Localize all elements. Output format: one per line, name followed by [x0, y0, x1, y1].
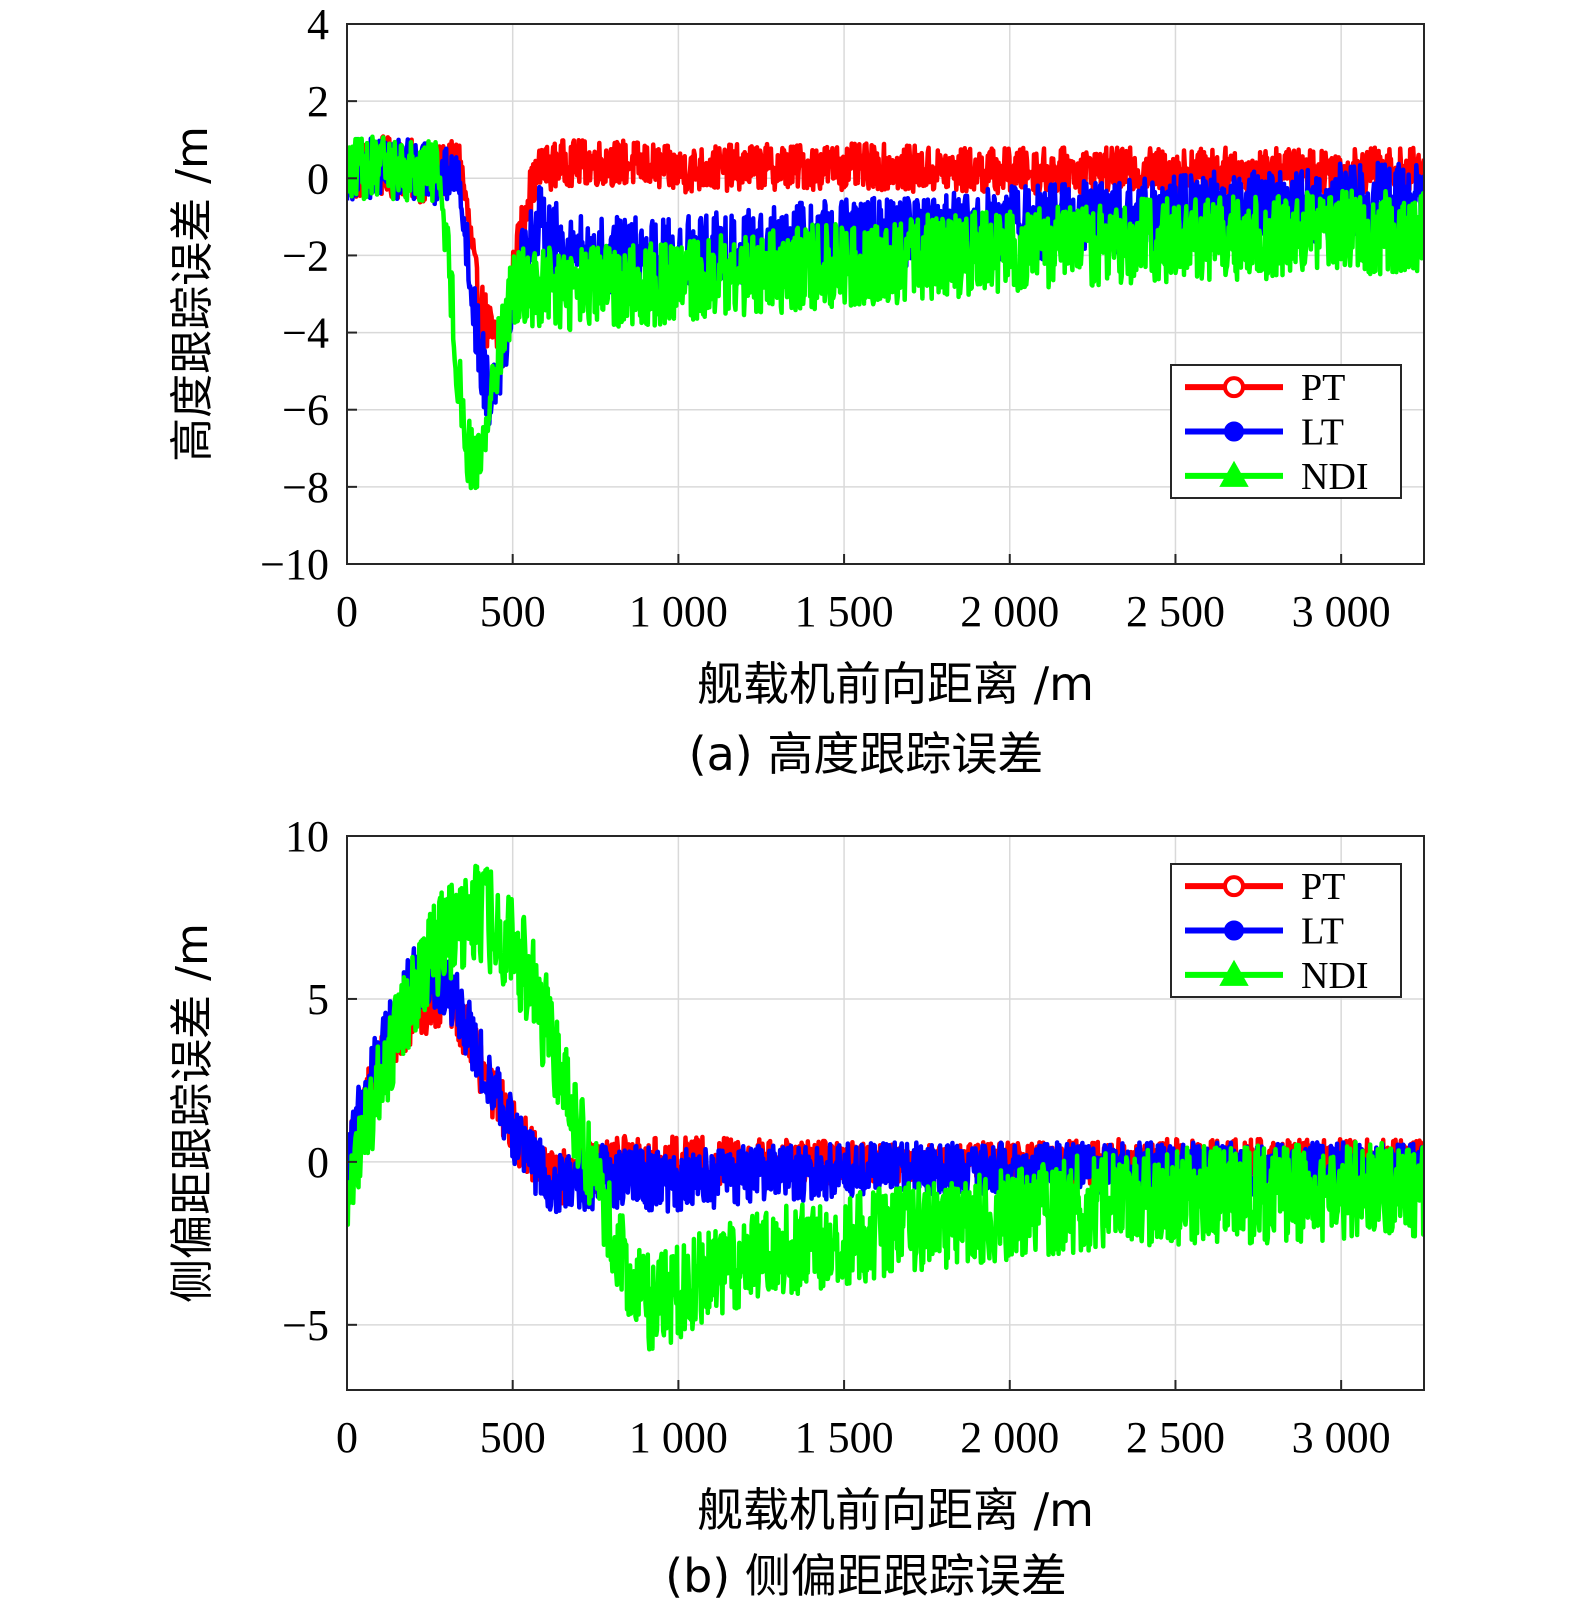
chart-b-x-axis-label: 舰载机前向距离 /m: [697, 1483, 1094, 1537]
legend-label-pt: PT: [1301, 866, 1345, 908]
legend-label-ndi: NDI: [1301, 456, 1369, 498]
chart-b-y-axis-label: 侧偏距跟踪误差 /m: [167, 923, 218, 1303]
series-line-ndi: [347, 134, 1424, 491]
chart-a-ytick-label: 4: [307, 0, 329, 49]
chart-a-xtick-label: 0: [336, 587, 358, 636]
legend-marker-pt: [1223, 376, 1245, 399]
series-line-ndi: [347, 863, 1424, 1352]
chart-b-xtick-label: 500: [480, 1413, 546, 1462]
chart-a-ytick-label: −6: [282, 386, 329, 435]
legend-marker-ndi: [1219, 959, 1249, 986]
chart-b-xtick-label: 3 000: [1292, 1413, 1391, 1462]
chart-a-ytick-label: 2: [307, 77, 329, 126]
chart-b-xtick-label: 2 000: [960, 1413, 1059, 1462]
chart-b-series-group: [347, 863, 1424, 1352]
chart-a-xtick-label: 500: [480, 587, 546, 636]
series-line-pt: [347, 134, 1424, 369]
legend-label-lt: LT: [1301, 911, 1344, 953]
chart-a-xtick-label: 1 000: [629, 587, 728, 636]
chart-b-ytick-label: 10: [285, 812, 329, 861]
chart-b-xtick-label: 2 500: [1126, 1413, 1225, 1462]
chart-b-xtick-label: 1 000: [629, 1413, 728, 1462]
chart-a-caption: (a) 高度跟踪误差: [689, 727, 1044, 781]
chart-a-ytick-label: −2: [282, 231, 329, 280]
chart-a-series-group: [347, 134, 1424, 491]
legend-label-ndi: NDI: [1301, 955, 1369, 997]
chart-a-ytick-label: −4: [282, 309, 329, 358]
chart-altitude-error: 0 500 1 000 1 500 2 000 2 500 3 000 4 2 0 −2 −4 −6 −8…: [167, 0, 1425, 711]
chart-b-caption: (b) 侧偏距跟踪误差: [665, 1549, 1067, 1603]
chart-b-axes-frame: [346, 835, 1425, 1391]
chart-a-xtick-label: 2 000: [960, 587, 1059, 636]
chart-a-x-axis-label: 舰载机前向距离 /m: [697, 657, 1094, 711]
legend-label-pt: PT: [1301, 367, 1345, 409]
chart-a-axes-frame: [346, 23, 1425, 565]
chart-lateral-error: 0 500 1 000 1 500 2 000 2 500 3 000 10 5 0 −5 舰载机前向…: [167, 812, 1425, 1537]
legend-marker-pt: [1223, 875, 1245, 898]
chart-b-xtick-label: 0: [336, 1413, 358, 1462]
chart-b-ytick-label: −5: [282, 1301, 329, 1350]
legend-marker-lt: [1224, 421, 1244, 442]
chart-b-ytick-label: 5: [307, 975, 329, 1024]
chart-a-y-axis-label: 高度跟踪误差 /m: [167, 126, 218, 462]
chart-b-xtick-label: 1 500: [795, 1413, 894, 1462]
chart-a-ytick-label: −8: [282, 463, 329, 512]
legend-marker-ndi: [1219, 460, 1249, 487]
legend-label-lt: LT: [1301, 412, 1344, 454]
chart-a-ytick-label: 0: [307, 154, 329, 203]
legend-marker-lt: [1224, 920, 1244, 941]
chart-a-xtick-label: 2 500: [1126, 587, 1225, 636]
chart-a-ytick-label: −10: [260, 540, 329, 589]
chart-a-xtick-label: 1 500: [795, 587, 894, 636]
chart-a-xtick-label: 3 000: [1292, 587, 1391, 636]
chart-b-ytick-label: 0: [307, 1138, 329, 1187]
